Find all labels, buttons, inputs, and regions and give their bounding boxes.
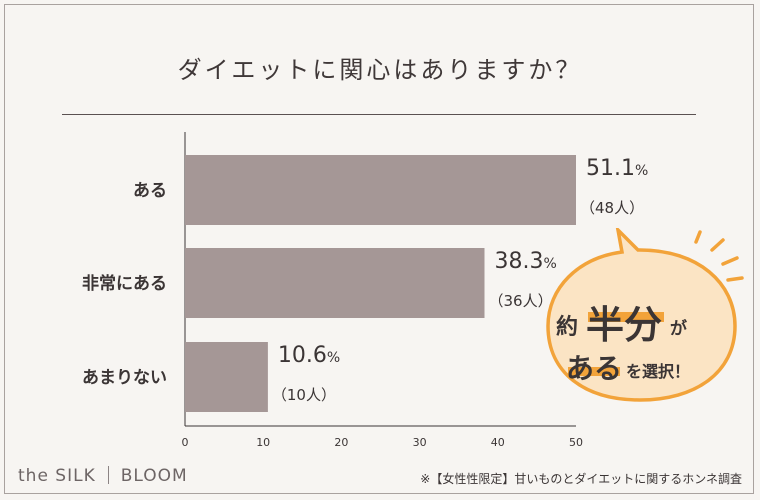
callout-emphasis: 半分	[586, 303, 662, 347]
brand-separator	[107, 466, 109, 484]
emphasis-highlight	[568, 367, 620, 376]
callout-line2-rest: を選択！	[626, 362, 690, 381]
bar	[185, 248, 485, 318]
category-label: ある	[133, 181, 167, 201]
value-label: 10.6%	[278, 343, 340, 368]
source-note: ※【女性性限定】甘いものとダイエットに関するホンネ調査	[420, 472, 742, 486]
brand-right: BLOOM	[120, 466, 188, 486]
chart-title: ダイエットに関心はありますか？	[177, 56, 583, 84]
category-label: あまりない	[82, 368, 167, 388]
burst-lines	[694, 230, 744, 282]
brand-logo: the SILK BLOOM	[18, 466, 188, 486]
bar	[185, 342, 268, 412]
callout-post: が	[670, 318, 687, 339]
x-tick-label: 40	[491, 436, 505, 449]
emphasis-highlight	[588, 312, 664, 322]
x-tick-label: 20	[334, 436, 348, 449]
x-tick-label: 0	[182, 436, 189, 449]
callout-pre: 約	[556, 314, 578, 340]
brand-left: the SILK	[18, 466, 96, 486]
x-tick-label: 30	[413, 436, 427, 449]
x-tick-label: 10	[256, 436, 270, 449]
x-tick-label: 50	[569, 436, 583, 449]
figure-frame	[4, 4, 754, 494]
count-label: （48人）	[580, 199, 644, 217]
category-label: 非常にある	[82, 273, 167, 294]
callout-bubble: 約 半分 が ある を選択！	[546, 228, 744, 402]
callout-line2-emphasis: ある	[566, 352, 622, 385]
bar	[185, 155, 576, 225]
count-label: （10人）	[272, 386, 336, 404]
value-label: 51.1%	[586, 156, 648, 181]
title-divider	[62, 114, 696, 115]
count-label: （36人）	[489, 292, 553, 310]
